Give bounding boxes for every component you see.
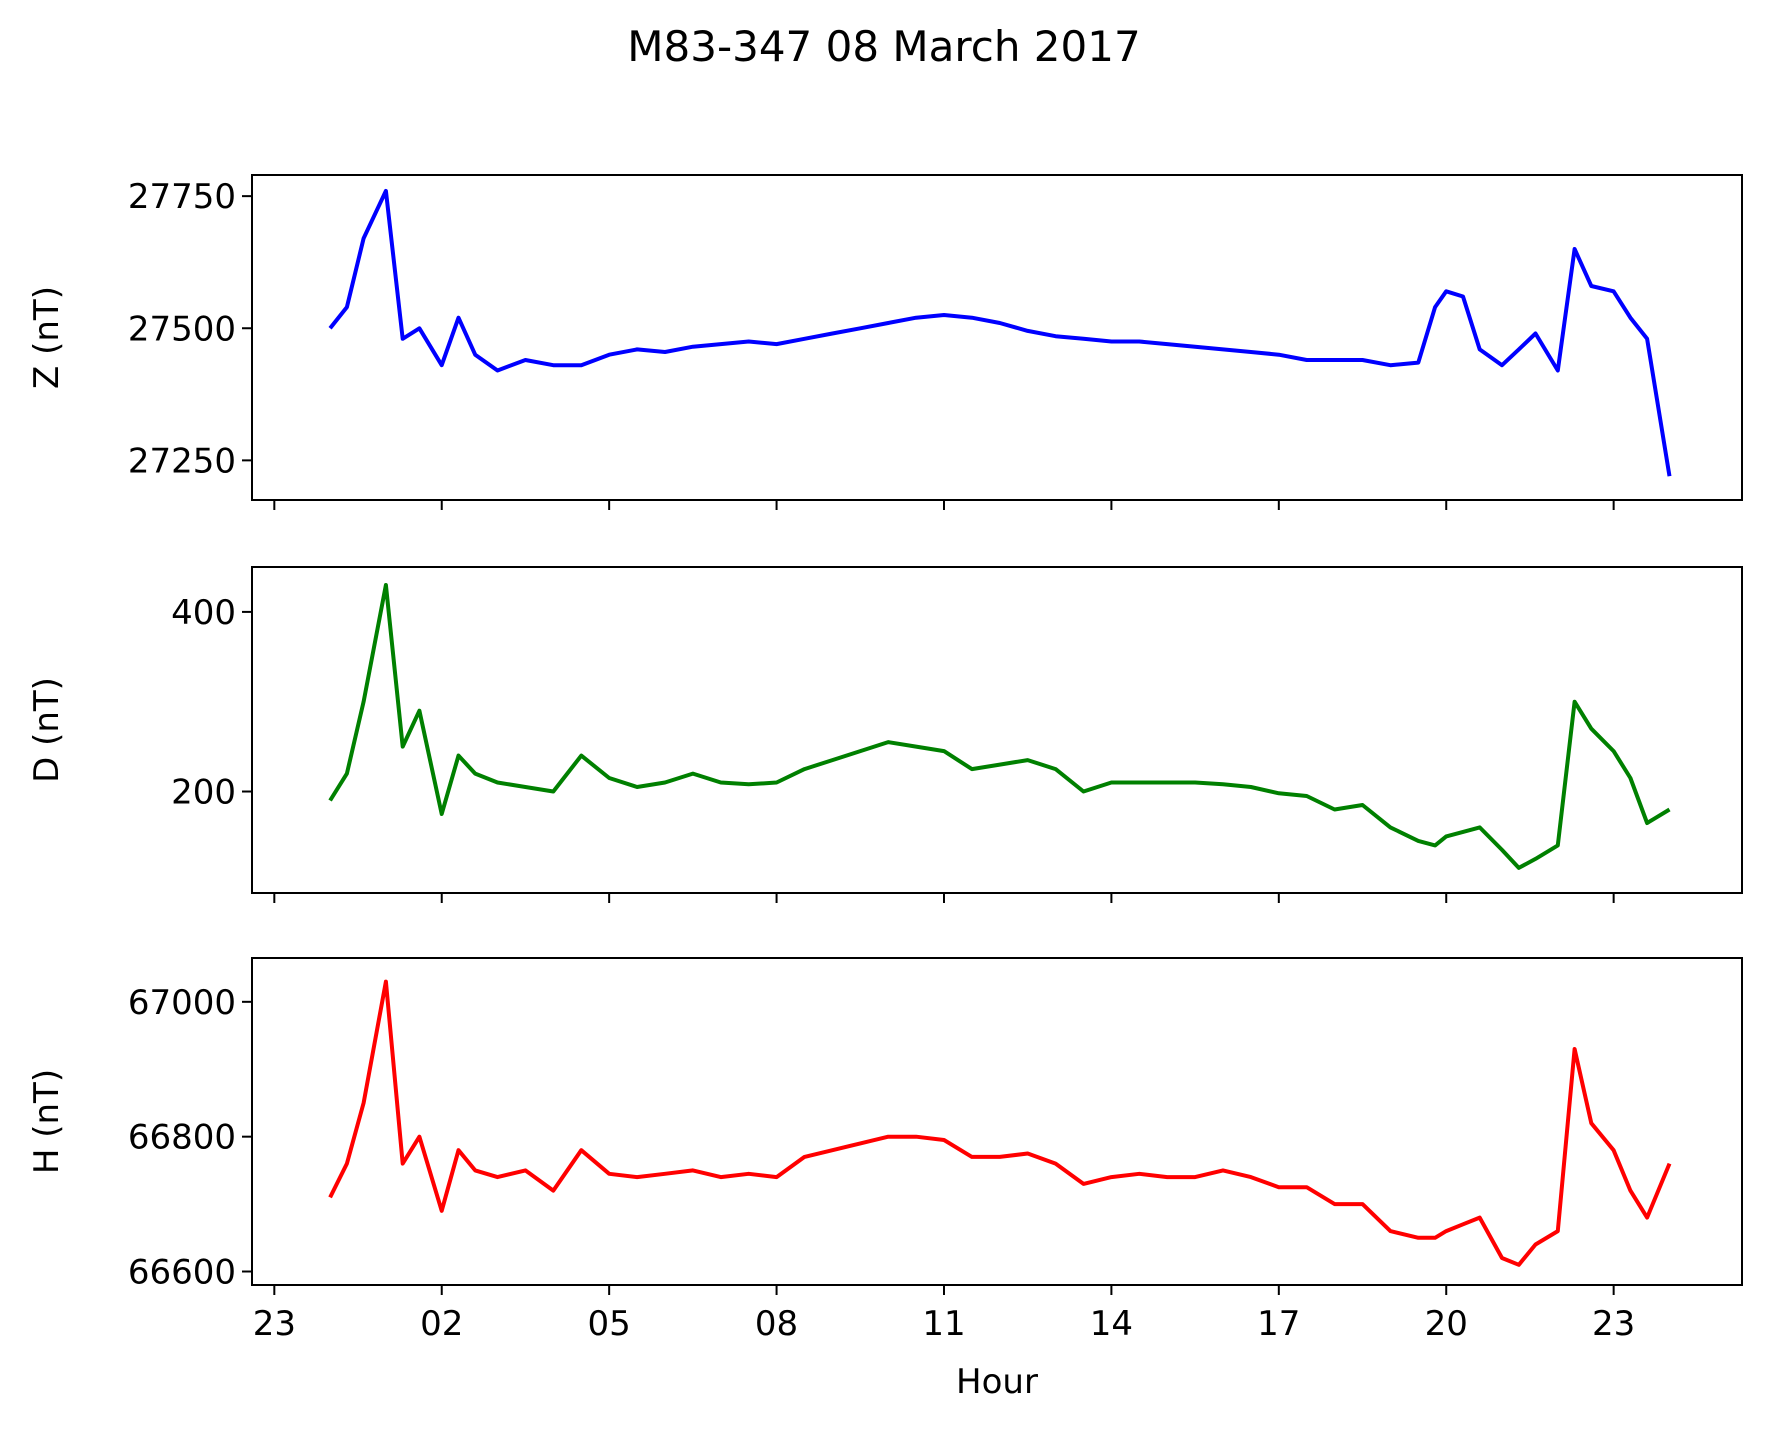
chart-title: M83-347 08 March 2017 [627, 22, 1141, 71]
y-tick-label: 400 [171, 593, 236, 633]
x-tick-label: 11 [922, 1304, 965, 1344]
y-axis-label: H (nT) [27, 1069, 67, 1174]
x-tick-label: 02 [420, 1304, 463, 1344]
y-tick-label: 27250 [128, 441, 236, 481]
y-axis-label: D (nT) [27, 677, 67, 783]
x-tick-label: 23 [1592, 1304, 1635, 1344]
y-tick-label: 66600 [128, 1253, 236, 1293]
series-line-h [328, 979, 1672, 1267]
x-tick-label: 14 [1090, 1304, 1133, 1344]
series-line-z [328, 188, 1672, 477]
y-tick-label: 66800 [128, 1118, 236, 1158]
x-axis-label: Hour [956, 1362, 1038, 1402]
y-tick-label: 67000 [128, 983, 236, 1023]
y-tick-label: 27750 [128, 177, 236, 217]
x-tick-label: 08 [755, 1304, 798, 1344]
plot-frame-2 [251, 566, 1743, 894]
x-tick-label: 23 [253, 1304, 296, 1344]
plot-frame-3 [251, 957, 1743, 1286]
y-tick-label: 27500 [128, 309, 236, 349]
x-tick-label: 05 [588, 1304, 631, 1344]
series-line-d [328, 583, 1671, 870]
y-axis-label: Z (nT) [27, 286, 67, 389]
plot-frame-1 [251, 174, 1743, 501]
y-tick-label: 200 [171, 773, 236, 813]
x-tick-label: 20 [1425, 1304, 1468, 1344]
x-tick-label: 17 [1257, 1304, 1300, 1344]
